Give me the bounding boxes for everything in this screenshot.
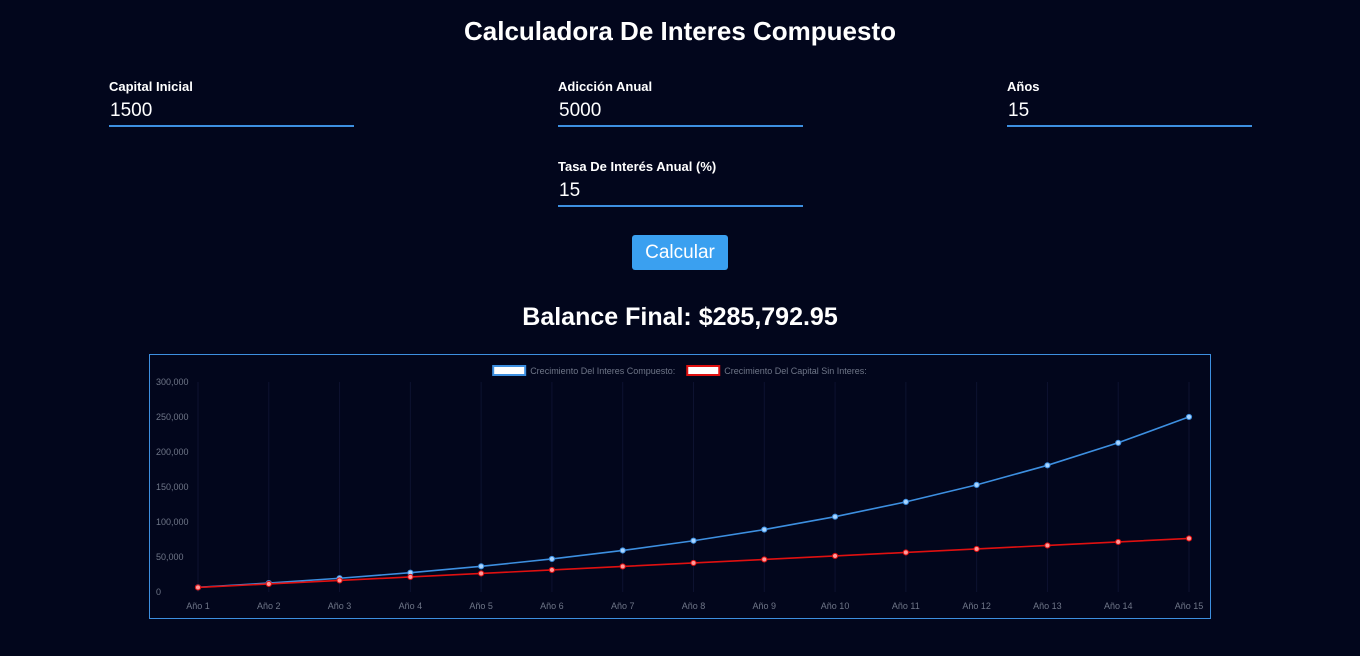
capital-inicial-input[interactable] — [109, 98, 354, 127]
data-point-series-2 — [407, 573, 414, 581]
x-tick-label: Año 8 — [682, 601, 706, 611]
legend-swatch-2 — [686, 365, 721, 376]
data-point-series-2 — [973, 545, 980, 553]
legend-label-1: Crecimiento Del Interes Compuesto: — [530, 366, 675, 376]
tasa-interes-field: Tasa De Interés Anual (%) — [558, 159, 803, 207]
data-point-series-1 — [1044, 462, 1051, 469]
anos-label: Años — [1007, 79, 1040, 94]
data-point-series-2 — [761, 556, 768, 563]
balance-final: Balance Final: $285,792.95 — [522, 303, 838, 331]
y-tick-label: 150,000 — [156, 482, 189, 492]
data-point-series-1 — [548, 555, 556, 563]
y-tick-label: 0 — [156, 587, 161, 597]
x-tick-label: Año 13 — [1033, 601, 1062, 611]
data-point-series-1 — [478, 563, 485, 570]
x-tick-label: Año 11 — [892, 601, 920, 611]
data-point-series-2 — [336, 577, 343, 584]
data-point-series-2 — [265, 580, 272, 588]
data-point-series-2 — [902, 549, 909, 556]
legend-swatch-1 — [492, 365, 527, 376]
data-point-series-1 — [690, 537, 697, 544]
data-point-series-2 — [548, 566, 556, 574]
growth-chart: 0 50,000 100,000 150,000 200,000 250,000 300,0… — [149, 354, 1211, 619]
data-point-series-1 — [973, 481, 980, 488]
x-tick-label: Año 3 — [328, 601, 352, 611]
x-tick-label: Año 15 — [1175, 601, 1204, 611]
calcular-button[interactable]: Calcular — [632, 235, 728, 270]
x-tick-label: Año 12 — [962, 601, 991, 611]
data-point-series-2 — [619, 563, 626, 570]
data-point-series-2 — [478, 570, 485, 577]
y-tick-label: 200,000 — [156, 447, 189, 457]
data-point-series-2 — [1044, 542, 1051, 549]
x-tick-label: Año 10 — [821, 601, 850, 611]
anos-input[interactable] — [1007, 98, 1252, 127]
data-point-series-1 — [1185, 413, 1193, 421]
y-tick-label: 250,000 — [156, 412, 189, 422]
adicion-anual-input[interactable] — [558, 98, 803, 127]
adicion-anual-label: Adicción Anual — [558, 79, 653, 94]
adicion-anual-field: Adicción Anual — [558, 79, 803, 127]
x-tick-label: Año 9 — [753, 601, 777, 611]
capital-inicial-field: Capital Inicial — [109, 79, 354, 127]
x-tick-label: Año 5 — [469, 601, 493, 611]
data-point-series-1 — [831, 513, 839, 520]
x-tick-label: Año 14 — [1104, 601, 1133, 611]
legend-label-2: Crecimiento Del Capital Sin Interes: — [724, 366, 867, 376]
data-point-series-2 — [831, 552, 839, 560]
data-point-series-2 — [1115, 538, 1122, 546]
anos-field: Años — [1007, 79, 1252, 127]
x-tick-label: Año 4 — [399, 601, 423, 611]
data-point-series-2 — [1185, 535, 1193, 542]
tasa-interes-label: Tasa De Interés Anual (%) — [558, 159, 717, 174]
y-tick-label: 100,000 — [156, 517, 189, 527]
capital-inicial-label: Capital Inicial — [109, 79, 193, 94]
y-tick-label: 50,000 — [156, 552, 184, 562]
x-tick-label: Año 1 — [186, 601, 210, 611]
x-tick-label: Año 2 — [257, 601, 281, 611]
x-tick-label: Año 7 — [611, 601, 635, 611]
data-point-series-2 — [194, 584, 202, 591]
data-point-series-2 — [690, 559, 697, 567]
page-title: Calculadora De Interes Compuesto — [464, 16, 896, 46]
data-point-series-1 — [1115, 439, 1122, 446]
growth-chart-svg: 0 50,000 100,000 150,000 200,000 250,000 300,0… — [156, 365, 1204, 611]
data-point-series-1 — [761, 526, 768, 533]
y-tick-label: 300,000 — [156, 377, 189, 387]
x-tick-label: Año 6 — [540, 601, 564, 611]
tasa-interes-input[interactable] — [558, 178, 803, 207]
data-point-series-1 — [619, 547, 626, 554]
data-point-series-1 — [902, 498, 909, 505]
